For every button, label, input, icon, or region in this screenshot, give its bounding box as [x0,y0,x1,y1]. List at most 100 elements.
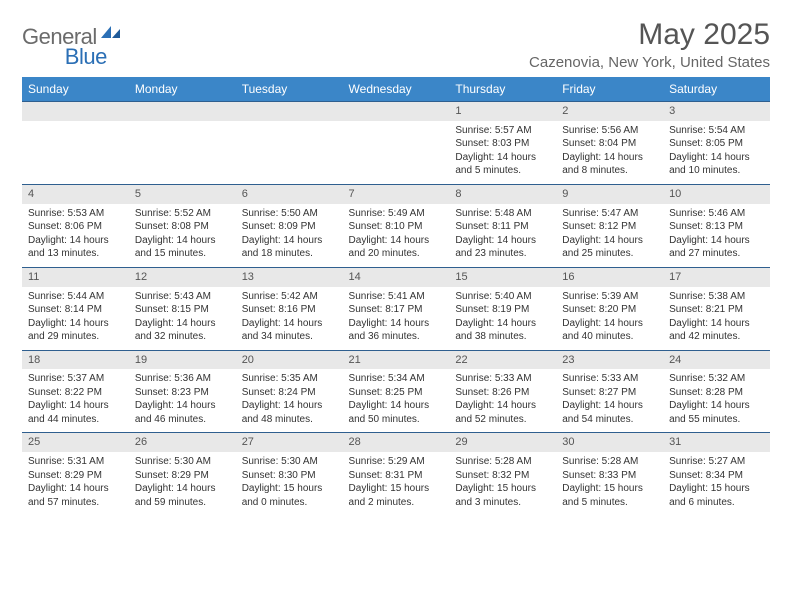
day-number: 20 [236,351,343,370]
day-body: Sunrise: 5:44 AMSunset: 8:14 PMDaylight:… [22,287,129,350]
sunset-text: Sunset: 8:27 PM [562,386,657,400]
sunrise-text: Sunrise: 5:32 AM [669,372,764,386]
daylight-text: Daylight: 14 hours and 5 minutes. [455,151,550,178]
daylight-text: Daylight: 14 hours and 18 minutes. [242,234,337,261]
weekday-header: Thursday [449,77,556,102]
day-number: 25 [22,433,129,452]
calendar-week-row: 18Sunrise: 5:37 AMSunset: 8:22 PMDayligh… [22,350,770,433]
sunset-text: Sunset: 8:25 PM [349,386,444,400]
day-body: Sunrise: 5:32 AMSunset: 8:28 PMDaylight:… [663,369,770,432]
day-body: Sunrise: 5:30 AMSunset: 8:30 PMDaylight:… [236,452,343,515]
sunset-text: Sunset: 8:24 PM [242,386,337,400]
sunset-text: Sunset: 8:10 PM [349,220,444,234]
daylight-text: Daylight: 15 hours and 2 minutes. [349,482,444,509]
day-number: 3 [663,102,770,121]
day-number: 4 [22,185,129,204]
sunset-text: Sunset: 8:09 PM [242,220,337,234]
daylight-text: Daylight: 14 hours and 44 minutes. [28,399,123,426]
sunrise-text: Sunrise: 5:30 AM [242,455,337,469]
calendar-day-cell: 4Sunrise: 5:53 AMSunset: 8:06 PMDaylight… [22,184,129,267]
sunrise-text: Sunrise: 5:44 AM [28,290,123,304]
day-number [236,102,343,121]
calendar-day-cell: 16Sunrise: 5:39 AMSunset: 8:20 PMDayligh… [556,267,663,350]
day-number: 14 [343,268,450,287]
calendar-day-cell: 19Sunrise: 5:36 AMSunset: 8:23 PMDayligh… [129,350,236,433]
sunset-text: Sunset: 8:05 PM [669,137,764,151]
sunrise-text: Sunrise: 5:50 AM [242,207,337,221]
brand-logo: General Blue [22,24,107,70]
sunrise-text: Sunrise: 5:31 AM [28,455,123,469]
sunset-text: Sunset: 8:26 PM [455,386,550,400]
sunrise-text: Sunrise: 5:28 AM [455,455,550,469]
calendar-day-cell: 29Sunrise: 5:28 AMSunset: 8:32 PMDayligh… [449,433,556,515]
sunset-text: Sunset: 8:21 PM [669,303,764,317]
daylight-text: Daylight: 14 hours and 36 minutes. [349,317,444,344]
daylight-text: Daylight: 14 hours and 25 minutes. [562,234,657,261]
sunrise-text: Sunrise: 5:37 AM [28,372,123,386]
header: General Blue May 2025 Cazenovia, New Yor… [22,18,770,71]
calendar-week-row: 4Sunrise: 5:53 AMSunset: 8:06 PMDaylight… [22,184,770,267]
daylight-text: Daylight: 14 hours and 23 minutes. [455,234,550,261]
calendar-day-cell: 6 Sunrise: 5:50 AMSunset: 8:09 PMDaylight… [236,184,343,267]
day-body: Sunrise: 5:33 AMSunset: 8:27 PMDaylight:… [556,369,663,432]
sunrise-text: Sunrise: 5:42 AM [242,290,337,304]
sunset-text: Sunset: 8:15 PM [135,303,230,317]
daylight-text: Daylight: 14 hours and 59 minutes. [135,482,230,509]
day-number: 21 [343,351,450,370]
sunset-text: Sunset: 8:14 PM [28,303,123,317]
day-number: 23 [556,351,663,370]
day-number: 11 [22,268,129,287]
day-body: Sunrise: 5:43 AMSunset: 8:15 PMDaylight:… [129,287,236,350]
day-body: Sunrise: 5:37 AMSunset: 8:22 PMDaylight:… [22,369,129,432]
calendar-day-cell: 15Sunrise: 5:40 AMSunset: 8:19 PMDayligh… [449,267,556,350]
day-number: 12 [129,268,236,287]
day-body: Sunrise: 5:41 AMSunset: 8:17 PMDaylight:… [343,287,450,350]
calendar-day-cell: 7Sunrise: 5:49 AMSunset: 8:10 PMDaylight… [343,184,450,267]
day-number: 31 [663,433,770,452]
calendar-day-cell: 23Sunrise: 5:33 AMSunset: 8:27 PMDayligh… [556,350,663,433]
calendar-day-cell: 9Sunrise: 5:47 AMSunset: 8:12 PMDaylight… [556,184,663,267]
calendar-week-row: 11Sunrise: 5:44 AMSunset: 8:14 PMDayligh… [22,267,770,350]
calendar-day-cell: 21Sunrise: 5:34 AMSunset: 8:25 PMDayligh… [343,350,450,433]
sunset-text: Sunset: 8:29 PM [135,469,230,483]
calendar-day-cell: 30Sunrise: 5:28 AMSunset: 8:33 PMDayligh… [556,433,663,515]
day-body: Sunrise: 5:31 AMSunset: 8:29 PMDaylight:… [22,452,129,515]
month-title: May 2025 [529,18,770,52]
day-body: Sunrise: 5:38 AMSunset: 8:21 PMDaylight:… [663,287,770,350]
weekday-header: Tuesday [236,77,343,102]
sunset-text: Sunset: 8:08 PM [135,220,230,234]
sunset-text: Sunset: 8:29 PM [28,469,123,483]
day-number: 6 [236,185,343,204]
daylight-text: Daylight: 14 hours and 32 minutes. [135,317,230,344]
day-body: Sunrise: 5:35 AMSunset: 8:24 PMDaylight:… [236,369,343,432]
sunset-text: Sunset: 8:16 PM [242,303,337,317]
sunset-text: Sunset: 8:22 PM [28,386,123,400]
day-number: 26 [129,433,236,452]
day-body: Sunrise: 5:57 AMSunset: 8:03 PMDaylight:… [449,121,556,184]
sunrise-text: Sunrise: 5:41 AM [349,290,444,304]
sunset-text: Sunset: 8:34 PM [669,469,764,483]
day-number [22,102,129,121]
day-body: Sunrise: 5:47 AMSunset: 8:12 PMDaylight:… [556,204,663,267]
day-body: Sunrise: 5:46 AMSunset: 8:13 PMDaylight:… [663,204,770,267]
daylight-text: Daylight: 14 hours and 10 minutes. [669,151,764,178]
sunset-text: Sunset: 8:33 PM [562,469,657,483]
calendar-day-cell [236,102,343,185]
calendar-day-cell: 24Sunrise: 5:32 AMSunset: 8:28 PMDayligh… [663,350,770,433]
logo-sail-icon [101,26,121,40]
daylight-text: Daylight: 14 hours and 42 minutes. [669,317,764,344]
day-body: Sunrise: 5:29 AMSunset: 8:31 PMDaylight:… [343,452,450,515]
sunrise-text: Sunrise: 5:34 AM [349,372,444,386]
brand-word2: Blue [65,44,107,70]
daylight-text: Daylight: 14 hours and 20 minutes. [349,234,444,261]
sunrise-text: Sunrise: 5:56 AM [562,124,657,138]
day-body: Sunrise: 5:28 AMSunset: 8:32 PMDaylight:… [449,452,556,515]
calendar-day-cell [129,102,236,185]
daylight-text: Daylight: 15 hours and 3 minutes. [455,482,550,509]
day-number: 19 [129,351,236,370]
sunrise-text: Sunrise: 5:33 AM [562,372,657,386]
sunset-text: Sunset: 8:03 PM [455,137,550,151]
day-number: 17 [663,268,770,287]
day-number: 9 [556,185,663,204]
sunset-text: Sunset: 8:30 PM [242,469,337,483]
